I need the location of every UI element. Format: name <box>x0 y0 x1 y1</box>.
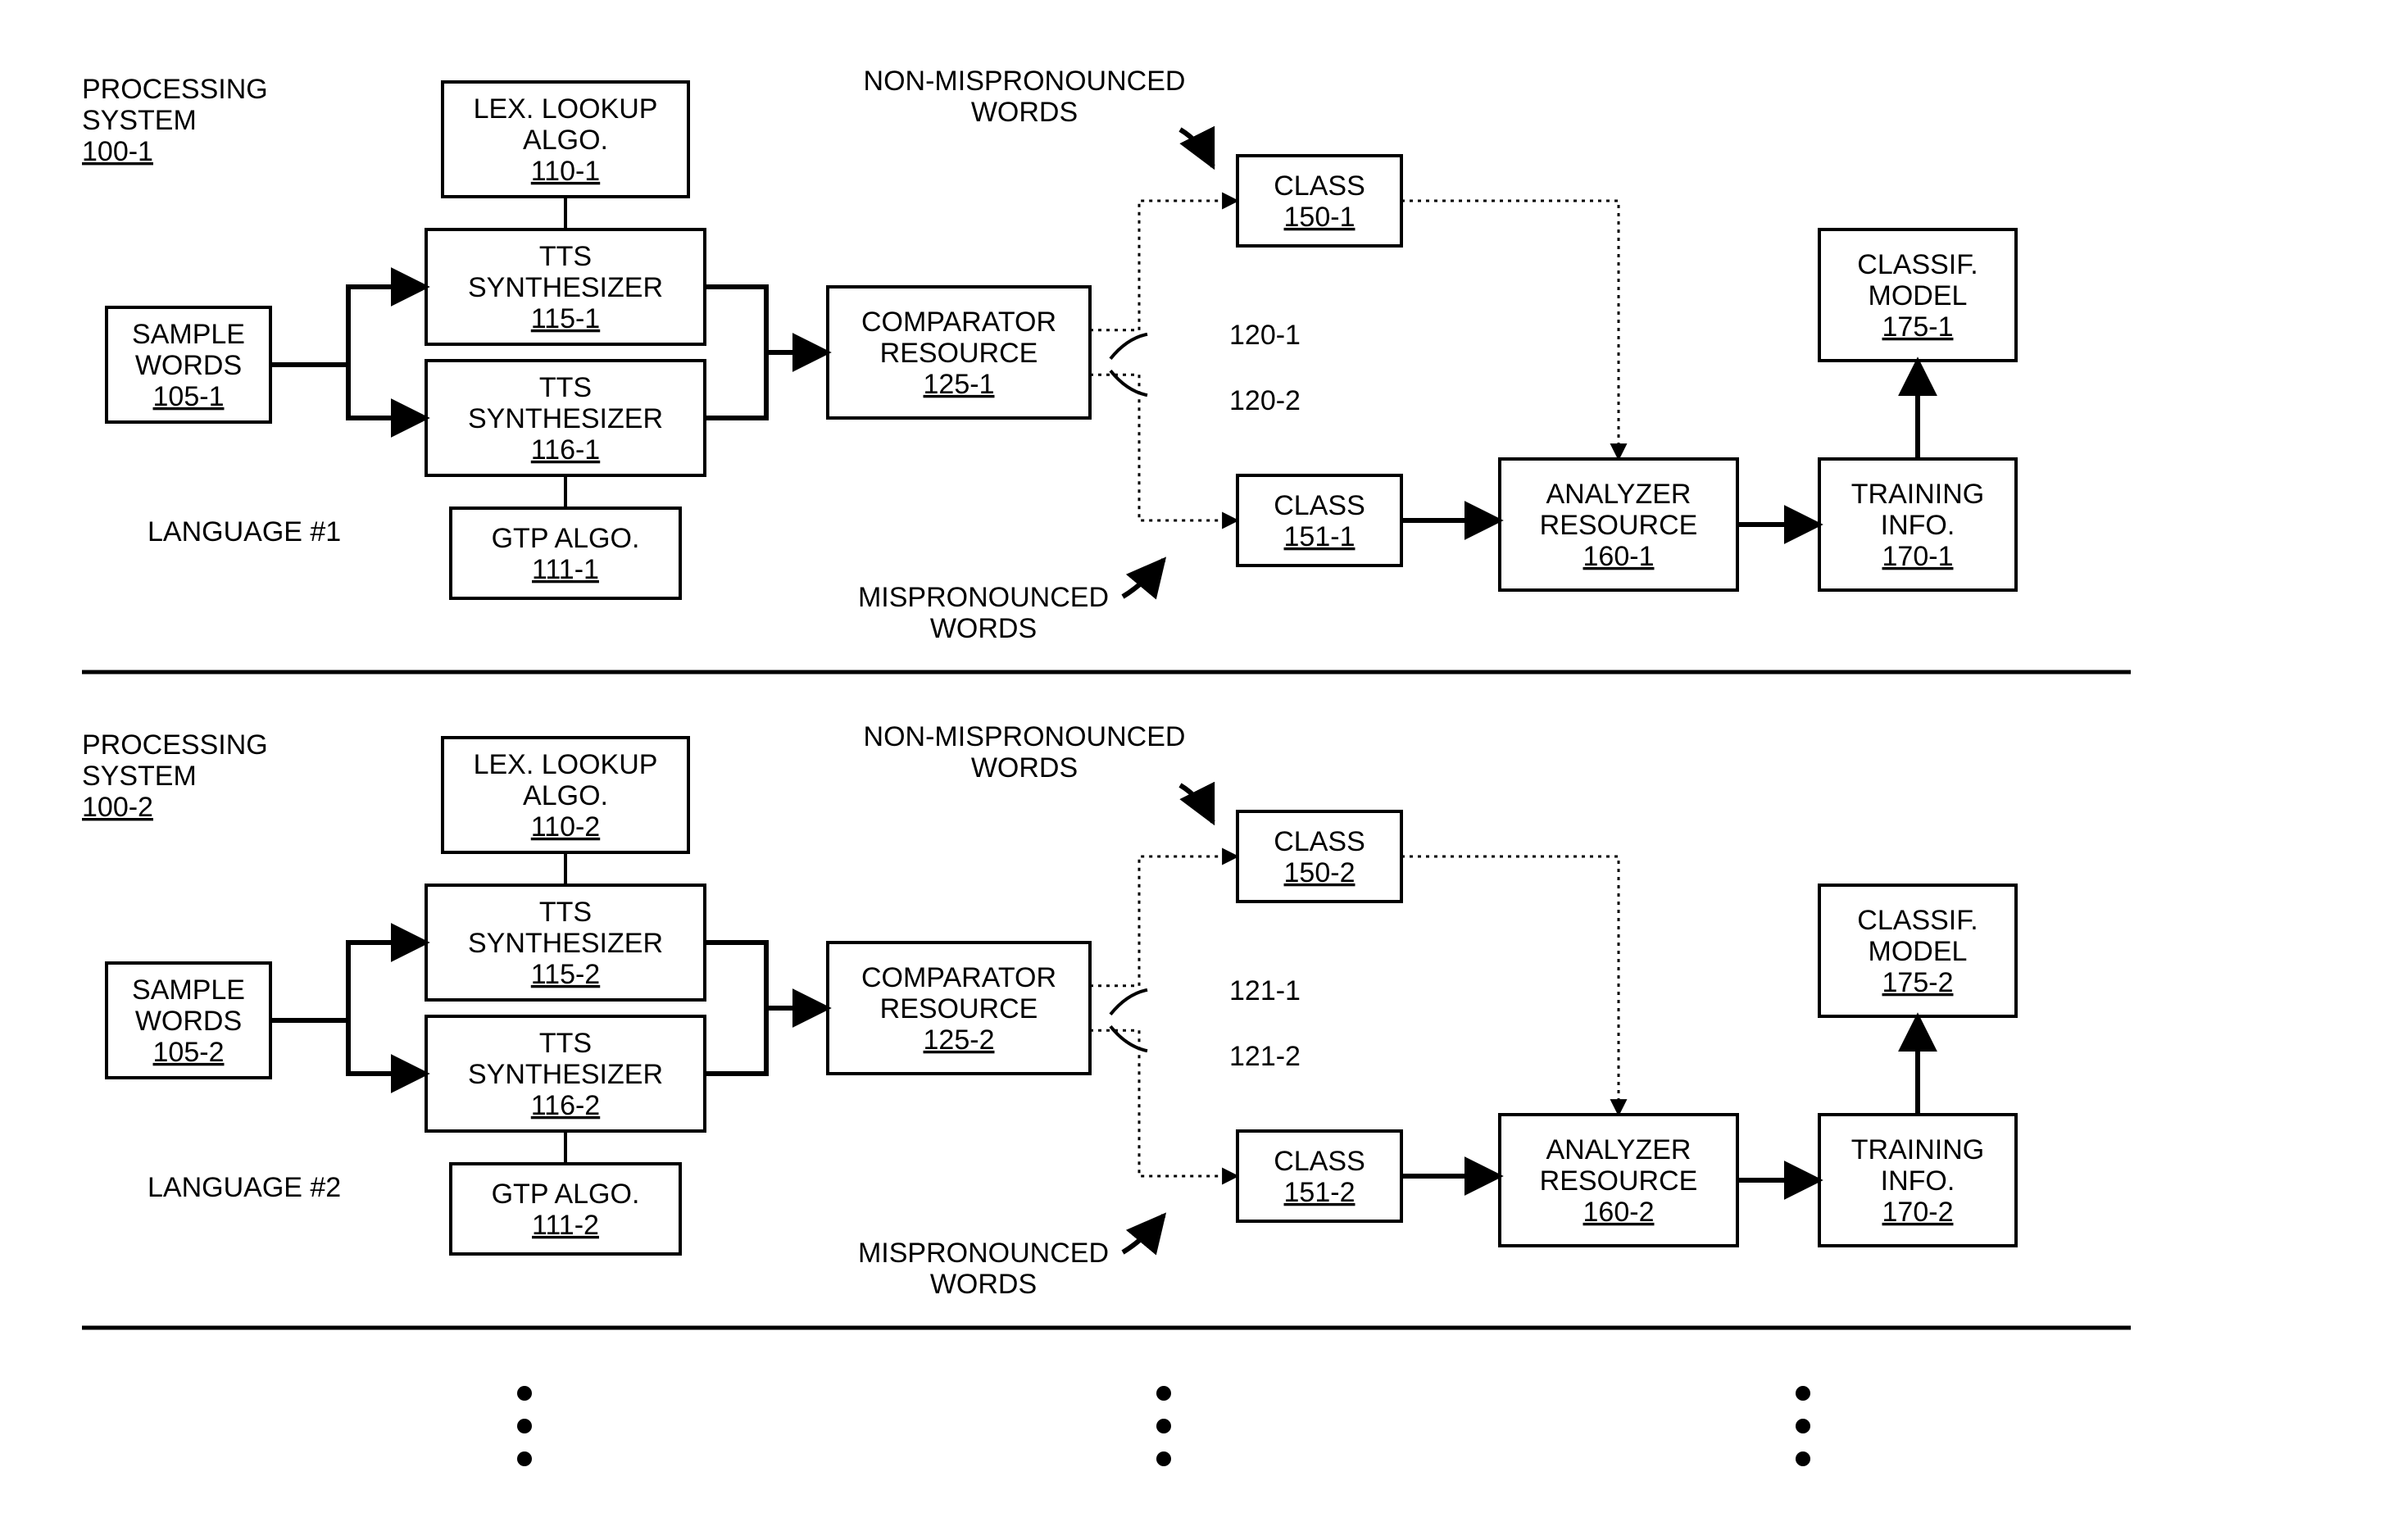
training-info-node-text: TRAINING <box>1851 479 1984 510</box>
svg-text:SYSTEM: SYSTEM <box>82 761 197 792</box>
ellipsis-dot <box>1796 1386 1810 1401</box>
sample-words-node-text: SAMPLE <box>132 319 245 350</box>
svg-text:PROCESSING: PROCESSING <box>82 729 268 761</box>
lex-lookup-node-text: 110-1 <box>531 156 600 187</box>
ellipsis-dot <box>1156 1386 1171 1401</box>
class-2-node-text: CLASS <box>1274 1146 1365 1177</box>
class-2-node-text: CLASS <box>1274 490 1365 521</box>
sample-words-node-text: WORDS <box>135 350 242 381</box>
lex-lookup-node-text: LEX. LOOKUP <box>474 93 658 125</box>
svg-text:120-2: 120-2 <box>1229 385 1301 416</box>
analyzer-node-text: ANALYZER <box>1546 1134 1692 1165</box>
ellipsis-dot <box>1156 1451 1171 1466</box>
processing-system: PROCESSINGSYSTEM100-2LANGUAGE #2SAMPLEWO… <box>82 721 2016 1300</box>
class-1-node-text: 150-2 <box>1284 857 1355 888</box>
ellipsis-dot <box>517 1419 532 1433</box>
comparator-node-text: COMPARATOR <box>861 962 1056 993</box>
training-info-node-text: INFO. <box>1881 1165 1955 1197</box>
sample-words-node-text: 105-2 <box>153 1037 225 1068</box>
lex-lookup-node-text: ALGO. <box>523 780 608 811</box>
analyzer-node-text: RESOURCE <box>1540 1165 1698 1197</box>
training-info-node-text: 170-2 <box>1882 1197 1954 1228</box>
gtp-algo-node-text: GTP ALGO. <box>492 523 640 554</box>
svg-text:LANGUAGE #1: LANGUAGE #1 <box>148 516 341 547</box>
classifier-model-node-text: MODEL <box>1869 280 1968 311</box>
svg-text:WORDS: WORDS <box>930 1269 1037 1300</box>
svg-text:100-2: 100-2 <box>82 792 153 823</box>
sample-words-node-text: 105-1 <box>153 381 225 412</box>
training-info-node-text: INFO. <box>1881 510 1955 541</box>
tts-synth-1-node-text: 115-2 <box>531 959 600 990</box>
svg-text:MISPRONOUNCED: MISPRONOUNCED <box>858 582 1109 613</box>
lex-lookup-node-text: LEX. LOOKUP <box>474 749 658 780</box>
sample-words-node-text: SAMPLE <box>132 974 245 1006</box>
tts-synth-2-node-text: 116-1 <box>531 434 600 466</box>
svg-text:PROCESSING: PROCESSING <box>82 74 268 105</box>
comparator-node-text: RESOURCE <box>880 993 1038 1024</box>
ellipsis-dot <box>517 1451 532 1466</box>
tts-synth-1-node-text: SYNTHESIZER <box>468 928 663 959</box>
classifier-model-node-text: 175-2 <box>1882 967 1954 998</box>
tts-synth-2-node-text: 116-2 <box>531 1090 600 1121</box>
gtp-algo-node-text: 111-2 <box>532 1210 599 1241</box>
class-1-node-text: 150-1 <box>1284 202 1355 233</box>
classifier-model-node-text: 175-1 <box>1882 311 1954 343</box>
ellipsis-dot <box>517 1386 532 1401</box>
diagram-canvas: PROCESSINGSYSTEM100-1LANGUAGE #1SAMPLEWO… <box>0 0 2384 1540</box>
gtp-algo-node-text: 111-1 <box>532 554 599 585</box>
lex-lookup-node-text: 110-2 <box>531 811 600 843</box>
comparator-node-text: 125-2 <box>924 1024 995 1056</box>
svg-text:WORDS: WORDS <box>930 613 1037 644</box>
class-1-node-text: CLASS <box>1274 170 1365 202</box>
ellipsis-dot <box>1156 1419 1171 1433</box>
svg-text:NON-MISPRONOUNCED: NON-MISPRONOUNCED <box>864 66 1186 97</box>
svg-text:SYSTEM: SYSTEM <box>82 105 197 136</box>
svg-text:100-1: 100-1 <box>82 136 153 167</box>
ellipsis-dot <box>1796 1451 1810 1466</box>
class-2-node-text: 151-2 <box>1284 1177 1355 1208</box>
svg-text:MISPRONOUNCED: MISPRONOUNCED <box>858 1238 1109 1269</box>
sample-words-node-text: WORDS <box>135 1006 242 1037</box>
tts-synth-1-node-text: TTS <box>539 897 592 928</box>
tts-synth-2-node-text: TTS <box>539 1028 592 1059</box>
processing-system: PROCESSINGSYSTEM100-1LANGUAGE #1SAMPLEWO… <box>82 66 2016 644</box>
classifier-model-node-text: CLASSIF. <box>1857 249 1978 280</box>
svg-text:WORDS: WORDS <box>971 752 1078 784</box>
tts-synth-1-node-text: SYNTHESIZER <box>468 272 663 303</box>
tts-synth-2-node-text: SYNTHESIZER <box>468 403 663 434</box>
tts-synth-1-node-text: TTS <box>539 241 592 272</box>
tts-synth-2-node-text: TTS <box>539 372 592 403</box>
comparator-node-text: RESOURCE <box>880 338 1038 369</box>
class-1-node-text: CLASS <box>1274 826 1365 857</box>
svg-text:WORDS: WORDS <box>971 97 1078 128</box>
analyzer-node-text: RESOURCE <box>1540 510 1698 541</box>
class-2-node-text: 151-1 <box>1284 521 1355 552</box>
analyzer-node-text: 160-2 <box>1583 1197 1655 1228</box>
svg-text:120-1: 120-1 <box>1229 320 1301 351</box>
classifier-model-node-text: MODEL <box>1869 936 1968 967</box>
gtp-algo-node-text: GTP ALGO. <box>492 1179 640 1210</box>
training-info-node-text: 170-1 <box>1882 541 1954 572</box>
tts-synth-2-node-text: SYNTHESIZER <box>468 1059 663 1090</box>
analyzer-node-text: 160-1 <box>1583 541 1655 572</box>
analyzer-node-text: ANALYZER <box>1546 479 1692 510</box>
classifier-model-node-text: CLASSIF. <box>1857 905 1978 936</box>
svg-text:121-1: 121-1 <box>1229 975 1301 1006</box>
svg-text:LANGUAGE #2: LANGUAGE #2 <box>148 1172 341 1203</box>
ellipsis-dot <box>1796 1419 1810 1433</box>
training-info-node-text: TRAINING <box>1851 1134 1984 1165</box>
lex-lookup-node-text: ALGO. <box>523 125 608 156</box>
comparator-node-text: 125-1 <box>924 369 995 400</box>
comparator-node-text: COMPARATOR <box>861 307 1056 338</box>
svg-text:121-2: 121-2 <box>1229 1041 1301 1072</box>
tts-synth-1-node-text: 115-1 <box>531 303 600 334</box>
svg-text:NON-MISPRONOUNCED: NON-MISPRONOUNCED <box>864 721 1186 752</box>
